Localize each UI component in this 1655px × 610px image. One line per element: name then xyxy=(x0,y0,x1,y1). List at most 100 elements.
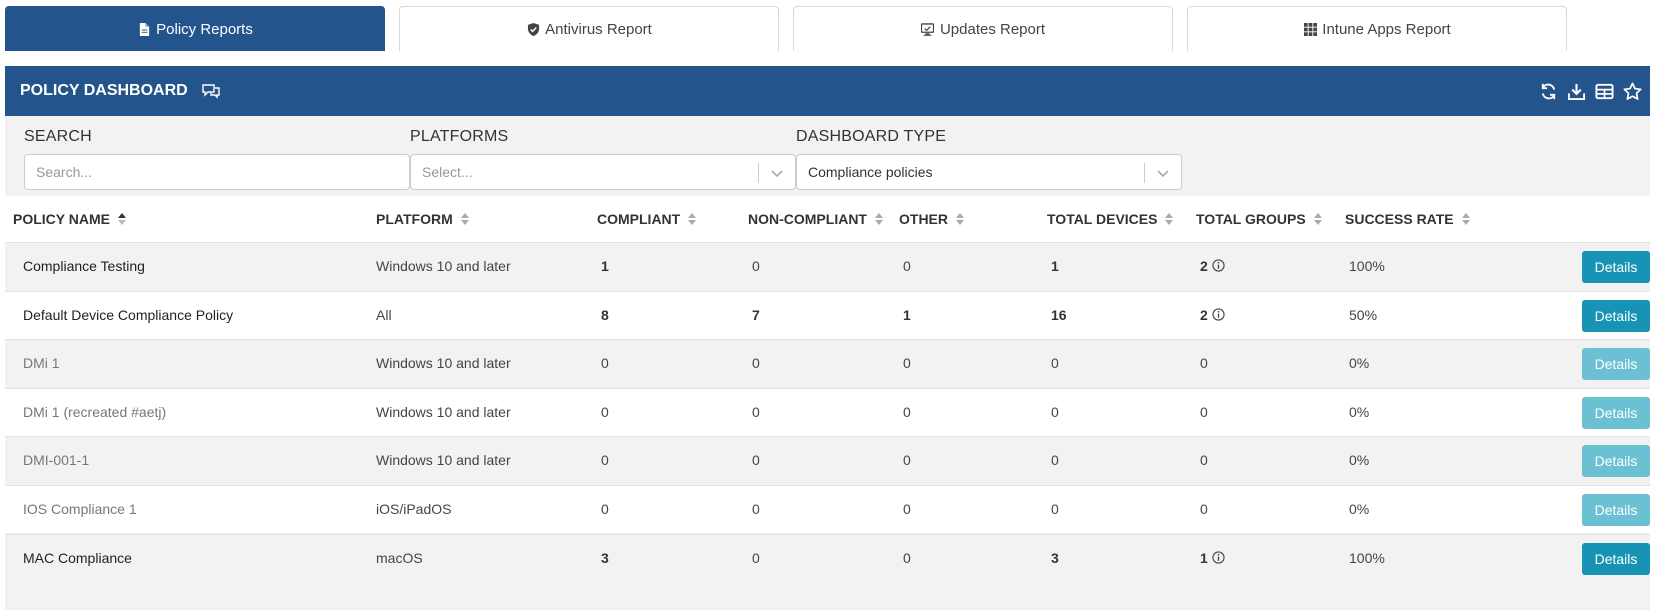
search-input[interactable]: Search... xyxy=(24,154,410,190)
platforms-placeholder: Select... xyxy=(422,164,473,180)
table-icon[interactable] xyxy=(1594,81,1614,101)
info-icon[interactable] xyxy=(1212,259,1225,272)
cell-name: Default Device Compliance Policy xyxy=(23,306,234,323)
cell-success-rate: 0% xyxy=(1349,403,1370,420)
cell-total-devices: 1 xyxy=(1051,258,1059,274)
column-compliant[interactable]: COMPLIANT xyxy=(597,211,697,227)
sort-icon xyxy=(875,213,883,225)
tab-updates-report[interactable]: Updates Report xyxy=(793,6,1173,51)
page-title: POLICY DASHBOARD xyxy=(20,82,188,99)
tab-policy-reports[interactable]: Policy Reports xyxy=(5,6,385,51)
report-tabs: Policy Reports Antivirus Report Updates … xyxy=(5,6,1655,51)
cell-total-devices: 0 xyxy=(1051,501,1059,517)
info-icon[interactable] xyxy=(1212,550,1225,564)
cell-success-rate: 100% xyxy=(1349,549,1385,566)
cell-total-groups: 0 xyxy=(1200,501,1208,517)
tab-label: Policy Reports xyxy=(156,20,253,38)
details-button[interactable]: Details xyxy=(1582,396,1650,429)
sort-icon xyxy=(688,213,697,225)
cell-noncompliant: 0 xyxy=(752,452,760,469)
table-row: DMi 1 (recreated #aetj) Windows 10 and la… xyxy=(5,387,1650,436)
cell-success-rate: 0% xyxy=(1349,452,1370,469)
panel-header: POLICY DASHBOARD xyxy=(5,66,1650,116)
dashboard-type-select[interactable]: Compliance policies xyxy=(796,154,1182,190)
sort-icon xyxy=(1165,213,1174,225)
cell-total-devices: 3 xyxy=(1051,549,1059,566)
tab-antivirus-report[interactable]: Antivirus Report xyxy=(399,6,779,51)
cell-compliant: 0 xyxy=(601,501,609,517)
column-total-groups[interactable]: TOTAL GROUPS xyxy=(1196,211,1323,227)
search-label: SEARCH xyxy=(24,128,92,145)
cell-total-groups: 2 xyxy=(1200,307,1225,323)
document-icon xyxy=(137,22,151,36)
tab-label: Antivirus Report xyxy=(545,20,652,38)
search-filter: SEARCH xyxy=(24,128,92,146)
cell-compliant: 0 xyxy=(601,403,609,420)
cell-total-groups: 2 xyxy=(1200,258,1225,274)
select-separator xyxy=(1144,163,1145,183)
cell-total-devices: 0 xyxy=(1051,403,1059,420)
cell-platform: macOS xyxy=(376,549,423,566)
download-icon[interactable] xyxy=(1566,81,1586,101)
details-button[interactable]: Details xyxy=(1582,251,1650,283)
cell-other: 0 xyxy=(903,258,911,274)
details-button[interactable]: Details xyxy=(1582,542,1650,575)
details-button[interactable]: Details xyxy=(1582,445,1650,478)
details-button[interactable]: Details xyxy=(1582,299,1650,332)
cell-other: 0 xyxy=(903,452,911,469)
chat-icon[interactable] xyxy=(201,82,221,100)
select-separator xyxy=(758,163,759,183)
info-icon[interactable] xyxy=(1212,307,1225,321)
cell-other: 0 xyxy=(903,403,911,420)
platforms-select[interactable]: Select... xyxy=(410,154,796,190)
table-row: IOS Compliance 1 iOS/iPadOS 0 0 0 0 0 0% Details xyxy=(5,485,1650,533)
cell-other: 0 xyxy=(903,501,911,517)
column-policy-name[interactable]: POLICY NAME xyxy=(13,211,127,227)
cell-total-groups: 0 xyxy=(1200,355,1208,372)
refresh-icon[interactable] xyxy=(1538,81,1558,101)
star-icon[interactable] xyxy=(1622,81,1642,101)
sort-ascending-icon xyxy=(117,213,126,225)
cell-platform: Windows 10 and later xyxy=(376,258,511,274)
cell-other: 1 xyxy=(903,306,911,323)
cell-noncompliant: 0 xyxy=(752,355,760,372)
cell-success-rate: 0% xyxy=(1349,501,1370,517)
sort-icon xyxy=(460,213,469,225)
cell-platform: All xyxy=(376,306,392,323)
cell-success-rate: 100% xyxy=(1349,258,1385,274)
table-row: DMi 1 Windows 10 and later 0 0 0 0 0 0% Details xyxy=(5,339,1650,388)
cell-platform: Windows 10 and later xyxy=(376,355,511,372)
header-actions xyxy=(1538,81,1642,101)
column-other[interactable]: OTHER xyxy=(899,211,965,227)
chevron-down-icon[interactable] xyxy=(1155,165,1171,181)
cell-noncompliant: 7 xyxy=(752,306,760,323)
tab-label: Updates Report xyxy=(939,20,1046,38)
monitor-icon xyxy=(921,22,935,36)
shield-icon xyxy=(526,22,540,36)
sort-icon xyxy=(956,213,964,225)
cell-platform: iOS/iPadOS xyxy=(376,501,452,517)
dashboard-type-label: DASHBOARD TYPE xyxy=(796,128,947,145)
details-button[interactable]: Details xyxy=(1582,348,1650,381)
cell-noncompliant: 0 xyxy=(752,501,760,517)
cell-compliant: 0 xyxy=(601,452,609,469)
column-total-devices[interactable]: TOTAL DEVICES xyxy=(1047,211,1174,227)
cell-noncompliant: 0 xyxy=(752,549,760,566)
dashboard-type-filter: DASHBOARD TYPE xyxy=(796,128,946,146)
sort-icon xyxy=(1313,213,1322,225)
table-row: Compliance Testing Windows 10 and later 1 0… xyxy=(5,242,1650,290)
column-success-rate[interactable]: SUCCESS RATE xyxy=(1345,211,1471,227)
tab-intune-apps-report[interactable]: Intune Apps Report xyxy=(1187,6,1567,51)
column-non-compliant[interactable]: NON-COMPLIANT xyxy=(748,211,884,227)
cell-noncompliant: 0 xyxy=(752,403,760,420)
platforms-filter: PLATFORMS xyxy=(410,128,508,146)
tab-label: Intune Apps Report xyxy=(1322,20,1451,38)
cell-compliant: 8 xyxy=(601,306,609,323)
cell-total-devices: 0 xyxy=(1051,355,1059,372)
dashboard-type-value: Compliance policies xyxy=(808,164,933,180)
sort-icon xyxy=(1461,213,1470,225)
chevron-down-icon[interactable] xyxy=(769,165,785,181)
cell-other: 0 xyxy=(903,549,911,566)
details-button[interactable]: Details xyxy=(1582,494,1650,526)
column-platform[interactable]: PLATFORM xyxy=(376,211,470,227)
